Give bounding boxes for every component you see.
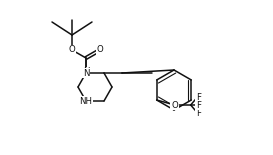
Text: O: O xyxy=(69,46,75,55)
Text: F: F xyxy=(196,108,201,117)
Text: NH: NH xyxy=(79,97,93,106)
Text: O: O xyxy=(97,46,103,55)
Text: F: F xyxy=(196,93,201,102)
Text: N: N xyxy=(83,69,89,78)
Text: O: O xyxy=(171,100,178,109)
Text: N: N xyxy=(83,67,89,77)
Text: F: F xyxy=(196,100,201,109)
